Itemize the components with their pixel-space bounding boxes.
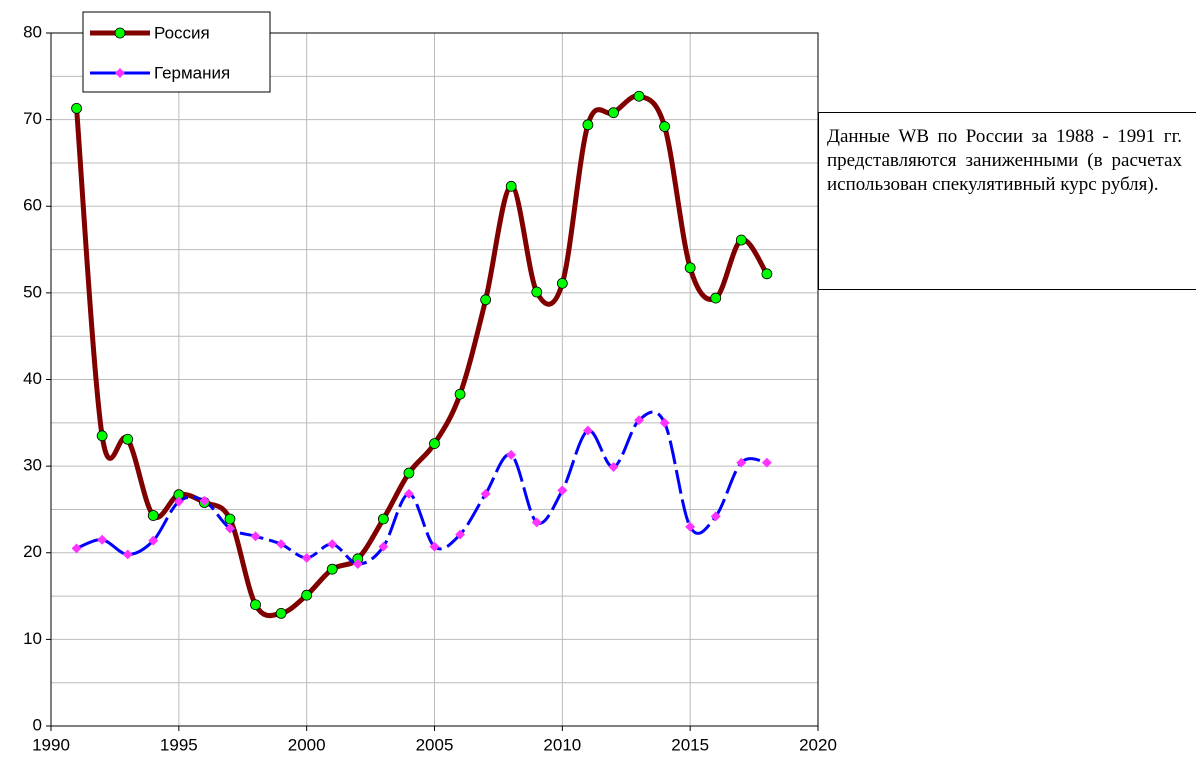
data-point	[378, 541, 389, 552]
x-tick-label: 2020	[799, 735, 837, 754]
data-point	[455, 529, 466, 540]
data-point	[97, 534, 108, 545]
data-point	[326, 563, 338, 575]
annotation: Данные WB по России за 1988 - 1991 гг. п…	[818, 112, 1196, 290]
y-tick-label: 40	[23, 369, 42, 388]
data-point	[608, 107, 619, 119]
data-point	[250, 599, 261, 611]
y-tick-label: 80	[23, 22, 42, 41]
data-point	[225, 523, 235, 534]
data-point	[761, 268, 773, 280]
data-point	[735, 234, 747, 246]
series-line	[74, 93, 769, 619]
data-point	[122, 433, 134, 445]
x-tick-label: 1995	[160, 735, 198, 754]
data-point	[582, 425, 593, 436]
data-point	[556, 277, 568, 289]
data-point	[173, 496, 184, 507]
data-point	[480, 488, 491, 499]
data-point	[148, 535, 159, 546]
legend-label: Россия	[154, 23, 210, 42]
data-point	[684, 262, 696, 274]
legend-box	[82, 11, 271, 93]
data-point	[122, 549, 133, 560]
y-tick-label: 50	[23, 282, 42, 301]
x-tick-label: 2015	[671, 735, 709, 754]
x-tick-label: 1990	[32, 735, 70, 754]
data-point	[96, 430, 108, 442]
x-tick-label: 2000	[288, 735, 326, 754]
data-point	[199, 495, 210, 506]
data-point	[454, 388, 466, 400]
x-tick-label: 2010	[543, 735, 581, 754]
x-tick-label: 2005	[416, 735, 454, 754]
data-point	[480, 294, 492, 306]
y-tick-label: 0	[33, 715, 42, 734]
data-point	[506, 449, 517, 460]
data-point	[736, 457, 747, 468]
y-tick-label: 60	[23, 196, 42, 215]
legend: Россия Германия	[82, 11, 271, 93]
data-point	[429, 438, 440, 450]
data-point	[71, 543, 82, 554]
data-point	[301, 552, 312, 563]
series-line	[75, 410, 768, 566]
legend-marker	[115, 68, 125, 78]
data-point	[403, 467, 415, 479]
data-point	[685, 521, 696, 532]
data-point	[710, 292, 722, 304]
data-point	[147, 510, 159, 521]
data-point	[531, 286, 543, 298]
data-point	[327, 539, 338, 550]
data-point	[634, 415, 644, 426]
legend-label: Германия	[154, 63, 230, 82]
data-point	[659, 417, 670, 428]
data-point	[761, 457, 772, 468]
data-point	[250, 531, 261, 542]
data-point	[659, 121, 670, 132]
data-point	[557, 485, 568, 496]
y-tick-label: 10	[23, 629, 42, 648]
data-point	[710, 511, 721, 522]
data-point	[377, 513, 389, 525]
data-point	[582, 119, 594, 131]
legend-marker	[114, 27, 126, 39]
data-point	[301, 589, 313, 601]
data-point	[352, 559, 363, 569]
data-point	[276, 539, 287, 550]
data-point	[505, 180, 517, 192]
data-point	[71, 102, 82, 114]
data-point	[403, 488, 414, 499]
data-point	[429, 541, 440, 552]
y-tick-label: 20	[23, 542, 42, 561]
data-point	[531, 517, 542, 528]
data-point	[633, 90, 645, 102]
data-point	[275, 607, 287, 619]
y-tick-label: 70	[23, 109, 42, 128]
y-tick-label: 30	[23, 456, 42, 475]
data-point	[608, 462, 619, 472]
data-point	[224, 513, 236, 525]
